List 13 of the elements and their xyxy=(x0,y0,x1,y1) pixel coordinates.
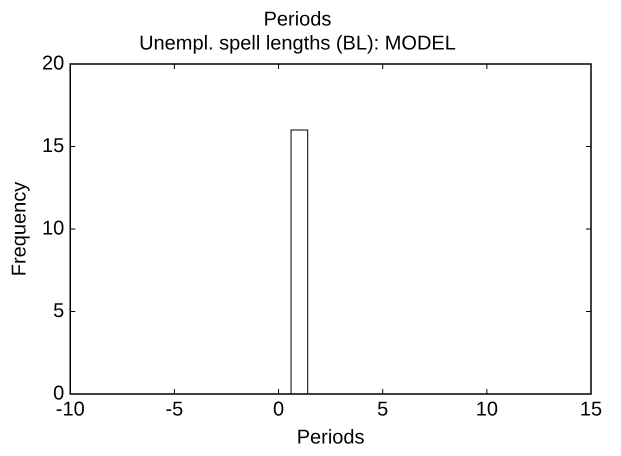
y-tick-label: 20 xyxy=(42,52,64,75)
x-axis-title: Periods xyxy=(296,426,365,449)
x-tick-label: 5 xyxy=(377,398,388,421)
x-tick-label: 10 xyxy=(476,398,498,421)
y-tick-label: 15 xyxy=(42,135,64,158)
y-axis-title: Frequency xyxy=(8,182,31,276)
y-tick-label: 10 xyxy=(42,218,64,240)
chart-subtitle: Unempl. spell lengths (BL): MODEL xyxy=(139,32,456,55)
y-tick-label: 5 xyxy=(53,300,64,322)
x-tick-label: -5 xyxy=(166,398,184,421)
x-tick-label: 15 xyxy=(580,398,602,421)
x-tick-label: 0 xyxy=(272,398,284,421)
chart-title: Periods xyxy=(264,8,332,31)
